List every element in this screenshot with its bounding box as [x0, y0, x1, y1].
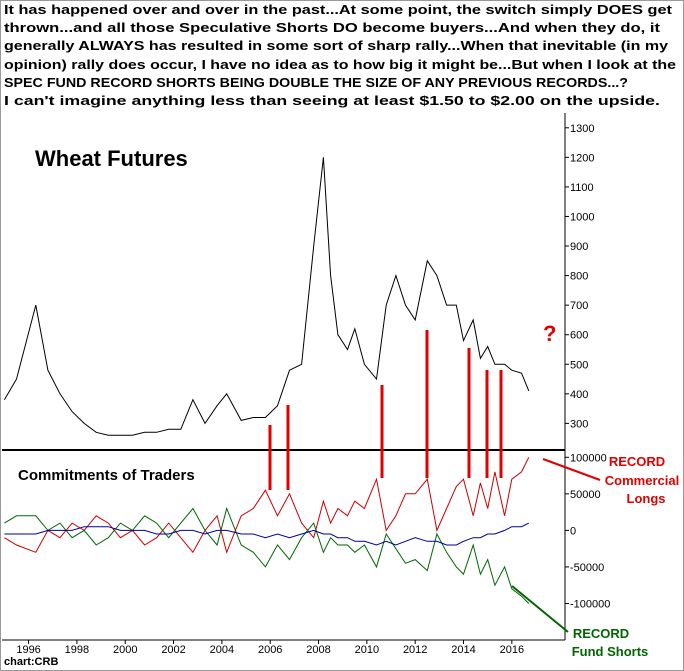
x-tick-label: 2002: [161, 644, 185, 656]
data-line: [4, 506, 530, 604]
y-tick-label: 1300: [570, 123, 594, 135]
annotation: RECORD: [609, 454, 665, 469]
y-tick-label: 800: [570, 271, 588, 283]
source: chart:CRB: [4, 656, 58, 668]
header-line: SPEC FUND RECORD SHORTS BEING DOUBLE THE…: [4, 75, 628, 90]
y-tick-label: 1100: [570, 182, 594, 194]
highlight-lines: [268, 330, 503, 490]
y-tick-label: 900: [570, 241, 588, 253]
x-tick-label: 2004: [210, 644, 234, 656]
annotation: Fund Shorts: [572, 644, 649, 659]
x-tick-label: 2000: [113, 644, 137, 656]
arrow: [511, 585, 569, 633]
x-tick-label: 2008: [306, 644, 330, 656]
y-tick-label: -100000: [570, 598, 610, 610]
data-line: [4, 522, 530, 546]
y-tick-label: 300: [570, 418, 588, 430]
y-tick-label: 100000: [570, 452, 607, 464]
data-line: [3, 157, 530, 436]
x-tick-label: 2006: [258, 644, 282, 656]
header-line: thrown...and all those Speculative Short…: [4, 20, 661, 35]
annotation: ?: [543, 321, 556, 346]
y-tick-label: 700: [570, 300, 588, 312]
header-line: It has happened over and over in the pas…: [4, 2, 673, 17]
annotation: Longs: [627, 491, 666, 506]
y-tick-label: 400: [570, 389, 588, 401]
y-tick-label: 600: [570, 330, 588, 342]
header-line: generally ALWAYS has resulted in some so…: [4, 38, 669, 53]
arrow: [542, 458, 601, 481]
x-tick-label: 1998: [65, 644, 89, 656]
annotation: RECORD: [573, 626, 629, 641]
chart-title: Commitments of Traders: [18, 467, 195, 484]
x-tick-label: 1996: [16, 644, 40, 656]
y-tick-label: 1000: [570, 211, 594, 223]
y-tick-label: 50000: [570, 489, 601, 501]
y-tick-label: 0: [570, 525, 576, 537]
header-line: I can't imagine anything less than seein…: [4, 93, 660, 108]
header: It has happened over and over in the pas…: [4, 2, 676, 108]
x-tick-label: 2014: [451, 644, 475, 656]
annotation: Commercial: [605, 473, 679, 488]
y-tick-label: 500: [570, 359, 588, 371]
y-tick-label: 1200: [570, 152, 594, 164]
header-line: opinion) rally does occur, I have no ide…: [4, 57, 676, 72]
x-tick-label: 2010: [355, 644, 379, 656]
chart-title: Wheat Futures: [35, 146, 188, 171]
y-tick-label: -50000: [570, 562, 604, 574]
x-tick-label: 2016: [500, 644, 524, 656]
x-tick-label: 2012: [403, 644, 427, 656]
